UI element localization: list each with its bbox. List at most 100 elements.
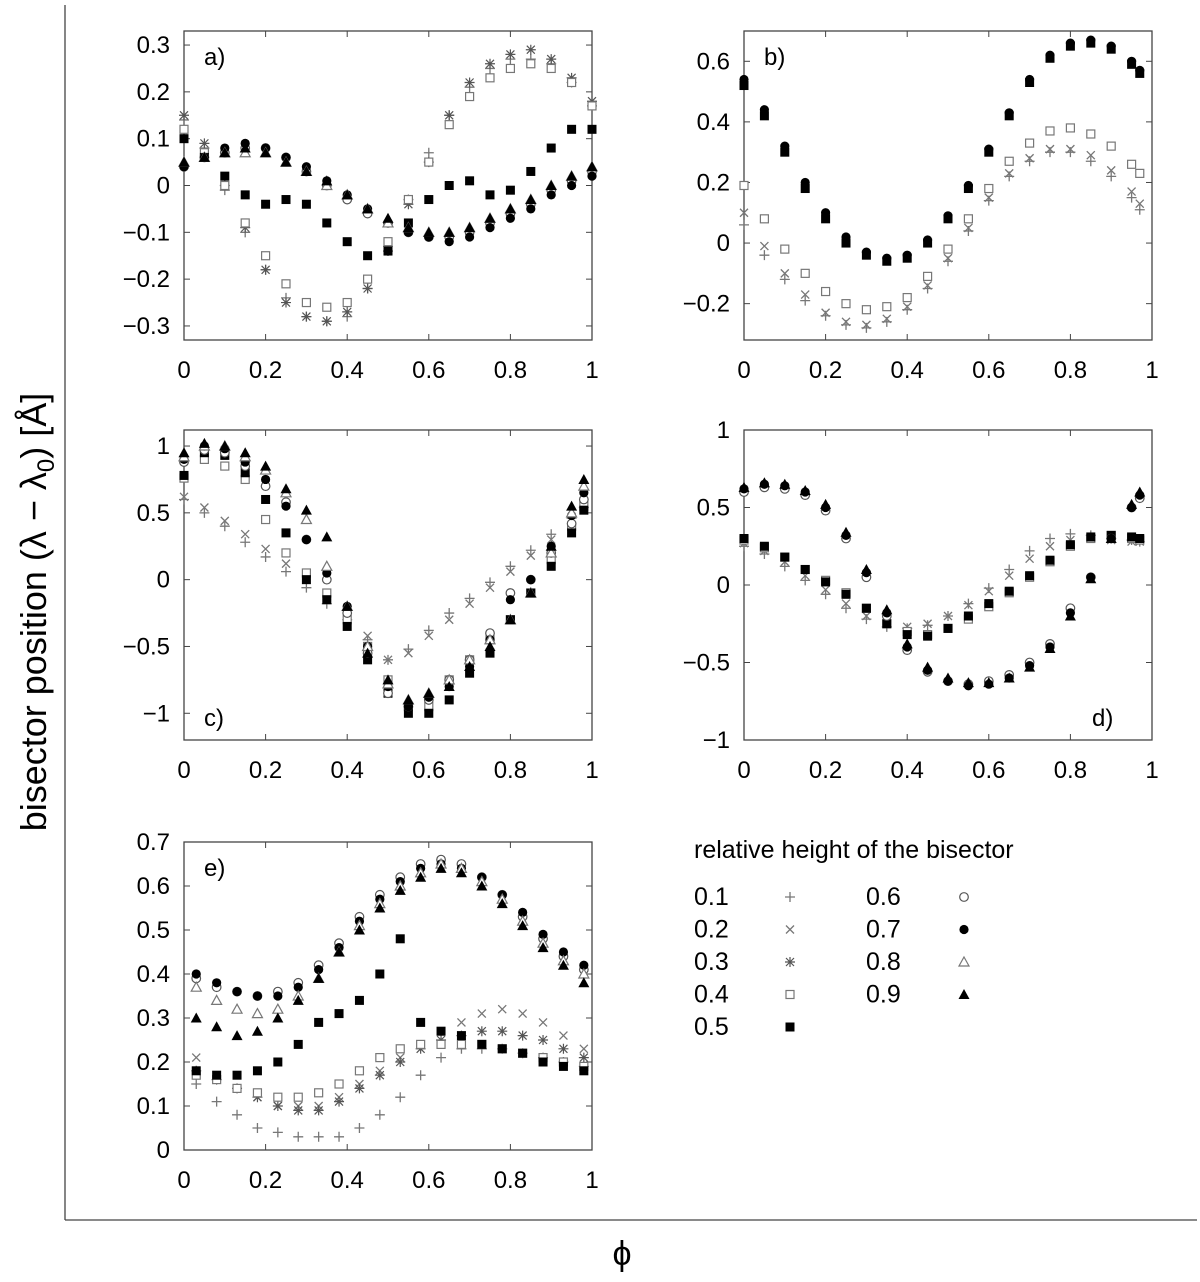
data-point: [1045, 144, 1055, 154]
data-point: [1126, 498, 1138, 509]
legend-label: 0.4: [694, 981, 729, 1009]
series-0.9: [738, 477, 1146, 688]
data-point: [1135, 168, 1145, 178]
data-point: [504, 203, 516, 214]
y-tick-label: −0.3: [123, 313, 170, 340]
data-point: [545, 540, 557, 551]
y-tick-label: 0.3: [137, 1005, 170, 1032]
data-point: [415, 1070, 426, 1081]
data-point: [567, 180, 577, 191]
data-point: [820, 286, 831, 297]
legend-symbol-circle-open: [959, 892, 969, 902]
series-0.1: [739, 147, 1145, 333]
data-point: [272, 1127, 283, 1138]
y-tick-label: −0.5: [123, 633, 170, 660]
data-point: [779, 561, 790, 572]
data-point: [341, 189, 353, 200]
series-0.9: [178, 437, 590, 705]
data-point: [579, 505, 589, 515]
data-point: [963, 598, 974, 609]
data-point: [313, 1131, 324, 1142]
data-point: [558, 1043, 569, 1054]
data-point: [943, 244, 953, 254]
x-tick-label: 0.2: [249, 357, 282, 384]
data-point: [923, 631, 933, 641]
data-point: [465, 176, 475, 186]
y-label-tail: ) [Å]: [13, 393, 54, 459]
data-point: [191, 1079, 202, 1089]
data-point: [1004, 571, 1014, 581]
data-point: [1004, 108, 1014, 118]
data-point: [240, 529, 250, 539]
y-tick-label: 0.5: [137, 917, 170, 944]
series-0.7: [191, 859, 589, 1001]
data-point: [485, 190, 495, 200]
data-point: [1105, 533, 1117, 543]
data-point: [416, 1039, 426, 1050]
data-point: [587, 96, 597, 107]
legend-symbol-star: [785, 957, 795, 967]
data-point: [538, 1017, 548, 1027]
data-point: [505, 567, 515, 577]
legend-label: 0.9: [866, 981, 901, 1009]
data-point: [1045, 541, 1055, 551]
data-point: [496, 898, 508, 909]
data-point: [485, 648, 495, 658]
data-point: [739, 81, 749, 91]
data-point: [190, 980, 203, 992]
legend-entry: 0.7: [866, 916, 969, 944]
data-point: [301, 575, 311, 585]
data-point: [322, 595, 332, 605]
data-point: [382, 212, 394, 223]
x-tick-label: 0.6: [972, 357, 1005, 384]
data-point: [518, 1048, 528, 1058]
legend-entry: 0.2: [694, 916, 795, 944]
data-point: [505, 213, 515, 223]
y-tick-label: 0.6: [697, 48, 730, 75]
data-point: [739, 208, 749, 218]
series-0.6: [739, 482, 1145, 690]
data-point: [314, 1088, 324, 1098]
data-point: [314, 965, 324, 975]
y-tick-label: 0.4: [137, 961, 170, 988]
legend-entry: 0.3: [694, 948, 795, 976]
data-point: [780, 141, 790, 151]
series-0.2: [739, 144, 1145, 330]
series-0.8: [190, 857, 590, 1019]
data-point: [219, 147, 231, 158]
data-point: [211, 1096, 222, 1107]
data-point: [546, 143, 556, 153]
data-point: [1024, 661, 1036, 672]
data-point: [820, 589, 831, 600]
legend-entries: 0.1 0.2 0.3 0.4 0.5 0.6 0.7 0.8 0.9: [694, 883, 971, 1041]
data-point: [293, 1092, 303, 1102]
data-point: [566, 77, 577, 88]
plot-frame: [183, 841, 593, 1151]
data-point: [403, 648, 413, 658]
data-point: [800, 575, 811, 586]
series-0.3: [179, 44, 597, 327]
data-point: [281, 279, 291, 289]
data-point: [567, 124, 577, 134]
data-point: [281, 566, 291, 577]
data-point: [1065, 123, 1076, 133]
data-point: [383, 246, 393, 256]
series-0.1: [191, 1043, 589, 1142]
data-point: [579, 960, 589, 970]
data-point: [739, 74, 749, 85]
data-point: [1106, 41, 1116, 51]
data-point: [587, 171, 597, 181]
legend-symbol-triangle-filled: [958, 989, 970, 999]
data-point: [464, 222, 476, 233]
x-tick-label: 0.2: [809, 757, 842, 784]
data-point: [293, 982, 303, 992]
data-point: [436, 1026, 446, 1036]
series-0.4: [191, 1039, 589, 1102]
data-point: [273, 1057, 283, 1067]
data-point: [1127, 532, 1137, 542]
panel-label: e): [204, 855, 225, 882]
data-point: [395, 1092, 406, 1103]
data-point: [374, 1109, 385, 1120]
data-point: [1065, 528, 1076, 539]
data-point: [232, 1070, 242, 1080]
